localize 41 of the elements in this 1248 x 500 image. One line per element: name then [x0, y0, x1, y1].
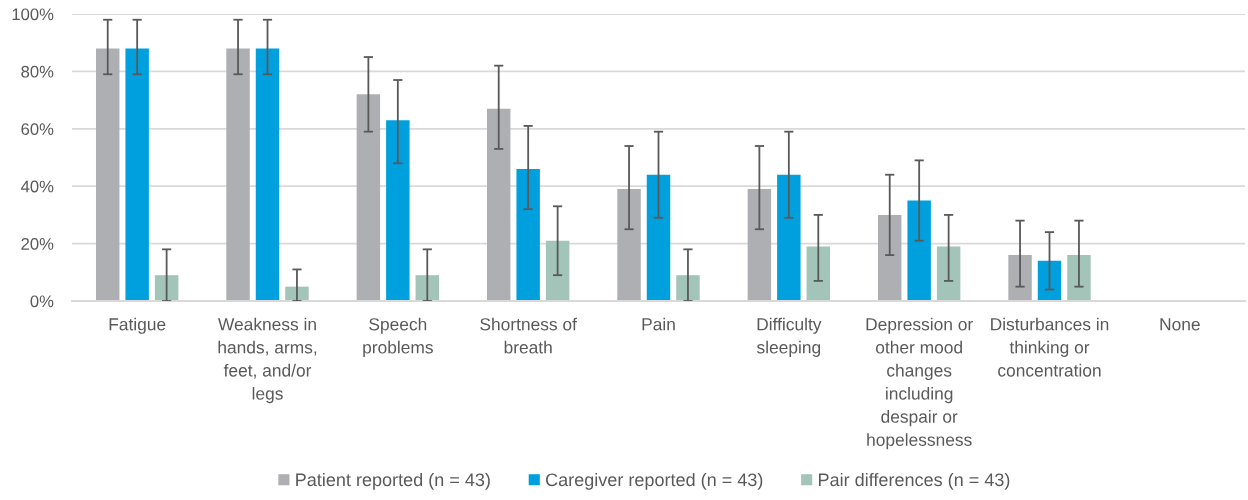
bar	[356, 94, 381, 301]
bar	[936, 246, 961, 301]
bar	[545, 240, 570, 301]
x-tick-label: Fatigue	[109, 317, 166, 334]
y-tick-label: 40%	[20, 180, 54, 193]
bar	[255, 48, 280, 301]
bar	[877, 214, 902, 301]
bar	[806, 246, 831, 301]
bar	[1037, 260, 1062, 301]
bar	[516, 168, 540, 301]
bar	[1008, 255, 1032, 301]
x-tick-label: Pain	[642, 317, 675, 331]
x-tick-label: None	[1160, 318, 1200, 331]
y-tick-label: 80%	[21, 65, 54, 78]
bar	[676, 275, 700, 301]
bar	[486, 108, 511, 301]
bar	[125, 48, 149, 301]
y-tick-label: 0%	[30, 295, 54, 308]
bar	[226, 48, 250, 301]
legend-label: Caregiver reported (n = 43)	[546, 472, 763, 490]
legend-label: Pair differences (n = 43)	[819, 472, 1010, 490]
bar	[907, 200, 931, 301]
bar	[415, 275, 440, 301]
bar	[154, 275, 179, 301]
x-tick-label: Disturbances in thinking or concentration	[991, 317, 1109, 377]
bar	[646, 174, 671, 301]
legend-label: Patient reported (n = 43)	[296, 472, 490, 490]
y-tick-label: 20%	[21, 238, 54, 250]
bar	[386, 120, 410, 301]
x-tick-label: Depression or other mood changes including despair or hopelessness	[866, 317, 973, 450]
x-tick-label: Difficulty sleeping	[756, 317, 822, 357]
bar	[777, 174, 801, 301]
x-tick-label: Weakness in hands, arms, feet, and/or legs	[218, 317, 317, 404]
bar	[747, 189, 772, 301]
x-tick-label: Speech problems	[363, 317, 433, 357]
y-tick-label: 60%	[21, 123, 54, 135]
x-tick-label: Shortness of breath	[480, 317, 577, 354]
bar	[95, 48, 120, 301]
y-tick-label: 100%	[12, 8, 54, 21]
bar	[1067, 255, 1091, 301]
bar	[617, 189, 641, 301]
